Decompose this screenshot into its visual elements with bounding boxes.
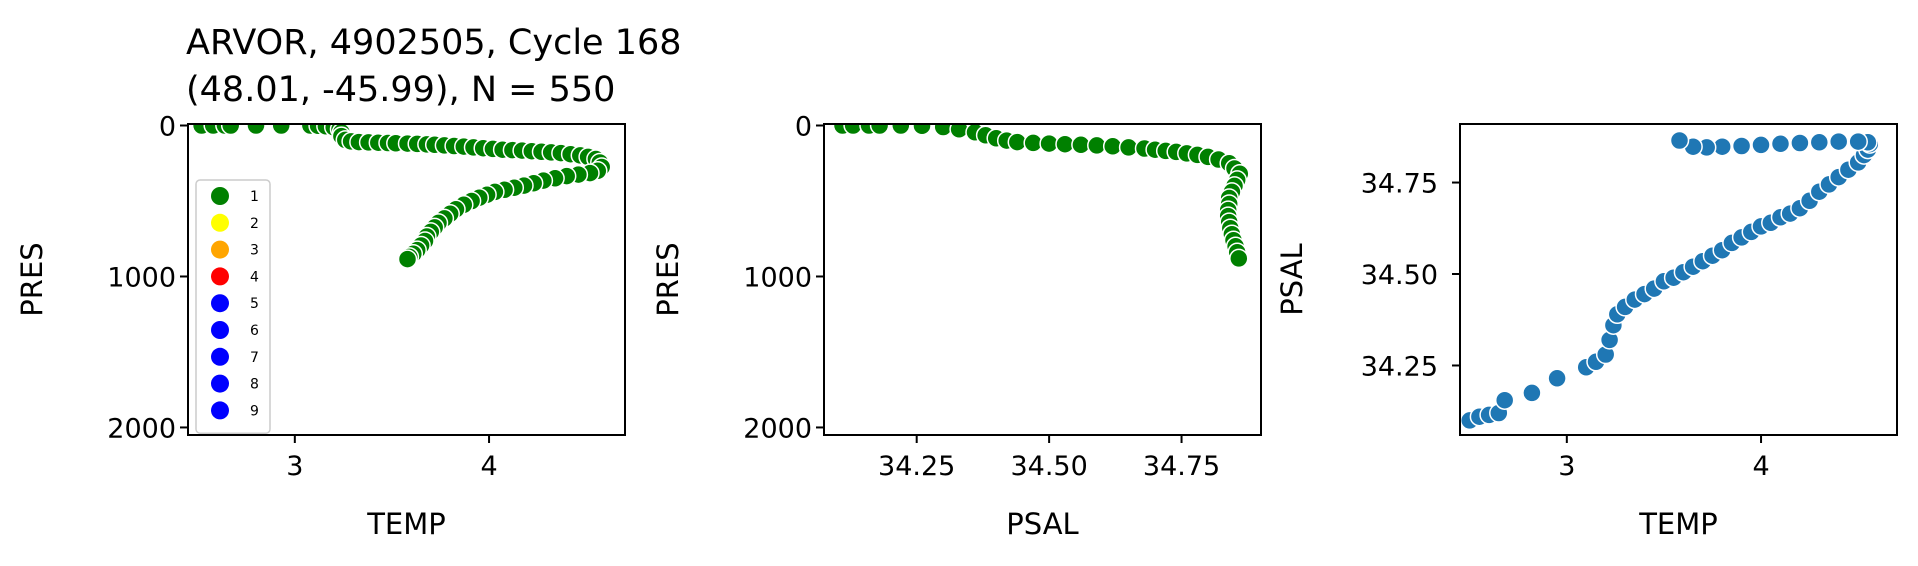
data-point (1494, 390, 1515, 410)
legend-marker (211, 213, 229, 232)
y-tick-label: 34.50 (1361, 260, 1438, 291)
data-point (271, 124, 291, 136)
y-tick-label: 1000 (743, 262, 812, 293)
x-tick-label: 34.50 (1010, 451, 1087, 482)
data-point (1848, 131, 1868, 152)
data-point (1790, 133, 1810, 153)
legend-marker (211, 401, 229, 420)
point-group (832, 124, 1250, 269)
y-tick-label: 1000 (107, 262, 176, 293)
data-point (1522, 383, 1542, 403)
chart-title: ARVOR, 4902505, Cycle 168 (48.01, -45.99… (186, 23, 682, 110)
y-tick-label: 2000 (743, 413, 812, 444)
data-point (1229, 248, 1249, 269)
x-tick-label: 4 (480, 451, 497, 482)
legend-label: 6 (250, 323, 259, 339)
legend-marker (211, 374, 229, 393)
legend-label: 3 (250, 243, 259, 259)
x-tick-label: 3 (286, 451, 303, 482)
data-point (933, 124, 953, 137)
title-line-2: (48.01, -45.99), N = 550 (186, 70, 615, 110)
legend-label: 7 (250, 350, 259, 366)
panel-temp-pres: 3 4 0 1000 2000 TEMP PRES (15, 112, 626, 541)
panel-temp-psal: 3 4 34.25 34.50 34.75 TEMP PSAL (1275, 123, 1898, 541)
data-point (1770, 134, 1791, 154)
x-tick-label: 34.25 (878, 451, 955, 482)
y-tick-label: 2000 (107, 413, 176, 444)
x-tick-label: 4 (1752, 451, 1769, 482)
data-point (891, 124, 911, 136)
data-point (1828, 131, 1849, 152)
y-axis-label: PRES (651, 242, 685, 316)
data-point (1731, 136, 1752, 156)
legend-marker (211, 240, 229, 259)
point-group (191, 124, 612, 269)
axes-frame (1459, 123, 1898, 436)
data-point (1809, 132, 1830, 153)
data-point (1547, 368, 1567, 389)
y-axis-label: PRES (15, 242, 49, 316)
legend-label: 2 (250, 216, 259, 232)
y-axis-label: PSAL (1275, 243, 1309, 315)
y-tick-label: 0 (795, 112, 812, 143)
x-tick-label: 34.75 (1143, 451, 1220, 482)
data-point (220, 124, 241, 136)
title-line-1: ARVOR, 4902505, Cycle 168 (186, 23, 682, 63)
axes-frame (187, 123, 626, 436)
legend-label: 4 (250, 269, 259, 285)
panel-psal-pres: 34.25 34.50 34.75 0 1000 2000 PSAL PRES (651, 112, 1262, 541)
y-tick-label: 34.75 (1361, 169, 1438, 200)
data-point (1751, 135, 1771, 155)
y-tick-label: 0 (159, 112, 176, 143)
legend-marker (211, 294, 229, 313)
data-point (869, 124, 890, 136)
data-point (1669, 130, 1690, 151)
data-point (397, 249, 418, 269)
legend-label: 8 (250, 377, 259, 393)
y-tick-label: 34.25 (1361, 351, 1438, 382)
data-point (246, 124, 266, 136)
data-point (912, 124, 932, 136)
legend-marker (211, 187, 229, 205)
legend-label: 5 (250, 296, 259, 312)
legend-marker (211, 321, 229, 339)
legend: 1 2 3 4 5 6 7 8 9 (195, 179, 271, 434)
x-axis-label: TEMP (366, 507, 446, 541)
x-tick-label: 3 (1558, 451, 1575, 482)
legend-marker (211, 267, 229, 286)
legend-label: 1 (250, 189, 259, 205)
legend-label: 9 (250, 403, 259, 419)
point-group (1460, 130, 1880, 431)
x-axis-label: PSAL (1006, 507, 1078, 541)
legend-marker (211, 347, 229, 366)
axes-frame (823, 123, 1262, 436)
x-axis-label: TEMP (1638, 507, 1718, 541)
